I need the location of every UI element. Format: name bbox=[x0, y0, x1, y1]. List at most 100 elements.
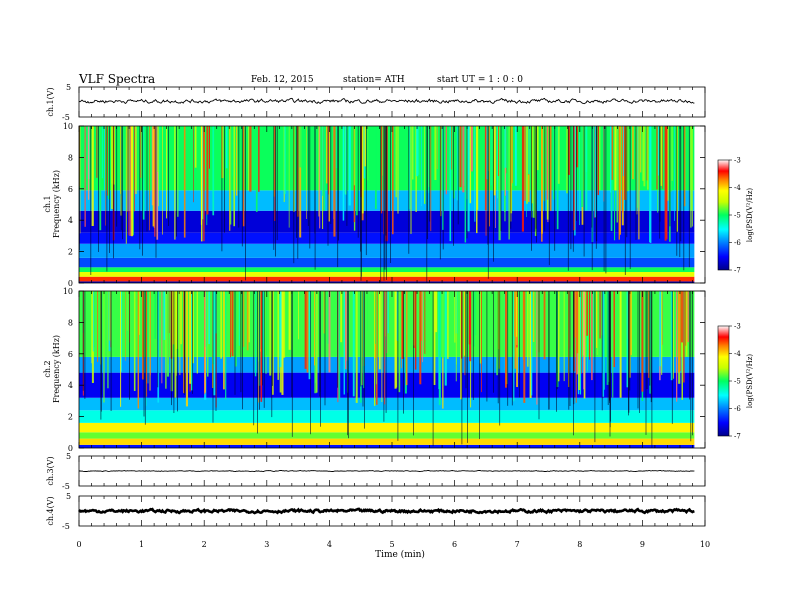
ch2-streak bbox=[345, 291, 347, 370]
cb2-ticks-tick-label: -4 bbox=[734, 350, 741, 358]
ch2-freq-tick-label: 8 bbox=[68, 318, 73, 327]
ch1-spectrogram bbox=[79, 126, 705, 283]
ch2-dark-streak bbox=[650, 291, 652, 403]
ch2-streak bbox=[641, 291, 644, 392]
ch2-dark-streak bbox=[234, 291, 236, 395]
ch1-streak bbox=[511, 126, 513, 184]
ch1-streak bbox=[128, 126, 129, 236]
ch2-streak bbox=[352, 291, 355, 397]
ch2-streak bbox=[563, 291, 565, 382]
ch2-streak bbox=[259, 291, 261, 352]
ch2-streak bbox=[185, 291, 188, 407]
ch2-streak bbox=[438, 291, 441, 406]
time-tick-label: 0 bbox=[76, 540, 81, 549]
ch2-frequency-ticks: 10 8 6 4 2 0 bbox=[63, 287, 705, 453]
ch2-dark-streak bbox=[609, 291, 611, 428]
ch1-streak bbox=[636, 126, 638, 215]
ch1-dark-streak bbox=[591, 126, 593, 228]
ch2-streak bbox=[281, 291, 284, 395]
ch1-streak bbox=[514, 126, 517, 186]
ch1-streak bbox=[543, 126, 546, 202]
ch2-streak bbox=[163, 291, 166, 340]
ch2-dark-streak bbox=[556, 291, 557, 412]
ch2-dark-streak bbox=[261, 291, 263, 386]
ch1-dark-streak bbox=[176, 126, 177, 237]
ch2-streak bbox=[421, 291, 422, 341]
ch2-dark-streak bbox=[310, 291, 311, 435]
ch1-streak bbox=[618, 126, 620, 240]
ch1-streak bbox=[323, 126, 326, 211]
ch2-streak bbox=[398, 291, 401, 393]
ch2-streak bbox=[166, 291, 170, 377]
ch2-streak bbox=[583, 291, 585, 390]
ch2-band-3 bbox=[79, 422, 695, 433]
ch2-dark-streak bbox=[493, 291, 494, 393]
ch1-streak bbox=[610, 126, 612, 193]
ch1-band-0 bbox=[79, 281, 695, 283]
ch1-streak bbox=[104, 126, 105, 192]
ch2-streak bbox=[328, 291, 331, 373]
ch2-dark-streak bbox=[259, 291, 260, 410]
ch1-wave-ylabel: ch.1(V) bbox=[46, 87, 55, 116]
ch1-streak bbox=[106, 126, 109, 196]
ch2-dark-streak bbox=[362, 291, 364, 407]
ch2-streak bbox=[196, 291, 198, 374]
ch2-streak bbox=[248, 291, 250, 343]
ch1-streak bbox=[274, 126, 276, 221]
ch1-streak bbox=[375, 126, 377, 210]
ch1-streak bbox=[690, 126, 692, 228]
ch1-dark-streak bbox=[457, 126, 459, 225]
ch2-dark-streak bbox=[129, 291, 130, 400]
ch1-dark-streak bbox=[221, 126, 223, 252]
ch2-streak bbox=[161, 291, 163, 384]
cb1-ticks-tick-label: -3 bbox=[734, 157, 741, 165]
ch1-streak bbox=[616, 126, 618, 223]
ch2-streak bbox=[157, 291, 160, 403]
ch1-streak bbox=[462, 126, 465, 193]
ch2-dark-streak bbox=[177, 291, 178, 412]
ch1-dark-streak bbox=[500, 126, 502, 231]
ch2-streak bbox=[258, 291, 259, 362]
ch1-streak bbox=[87, 126, 90, 200]
ch1-streak bbox=[363, 126, 366, 179]
ch1-dark-streak bbox=[531, 126, 532, 251]
ch2-streak bbox=[361, 291, 363, 386]
ch2-streak bbox=[596, 291, 599, 355]
ch2-no-data-region bbox=[694, 291, 705, 448]
ch1-spec-ylabel-channel: ch.1 bbox=[43, 195, 52, 212]
ch1-freq-tick-label: 8 bbox=[68, 153, 73, 162]
ch1-streak bbox=[306, 126, 307, 219]
ch2-band-7 bbox=[79, 356, 695, 373]
ch2-streak bbox=[473, 291, 475, 347]
ch2-dark-streak bbox=[651, 291, 653, 448]
ch1-streak bbox=[552, 126, 555, 200]
ch1-dark-streak bbox=[442, 126, 444, 250]
ch1-streak bbox=[174, 126, 176, 240]
ch2-streak bbox=[165, 291, 167, 389]
ch1-streak bbox=[327, 126, 329, 195]
ch1-streak bbox=[364, 126, 366, 167]
ch1-streak bbox=[183, 126, 186, 238]
ch1-dark-streak bbox=[567, 126, 569, 271]
ch2-band-5 bbox=[79, 397, 695, 411]
ch1-freq-tick-label: 4 bbox=[68, 216, 73, 225]
ch2-streak bbox=[323, 291, 325, 334]
ch2-streak bbox=[306, 291, 309, 373]
ch2-dark-streak bbox=[291, 291, 293, 437]
ch1-streak bbox=[469, 126, 472, 204]
ch2-colorbar-label: log(PSD(V²/Hz) bbox=[746, 354, 754, 409]
ch2-streak bbox=[444, 291, 447, 386]
ch2-streak bbox=[343, 291, 345, 395]
ch1-freq-tick-label: 0 bbox=[68, 279, 73, 288]
ch1-streak bbox=[470, 126, 473, 172]
ch2-dark-streak bbox=[467, 291, 468, 443]
time-axis-tick-labels: 0 1 2 3 4 5 6 7 8 9 10 bbox=[76, 540, 710, 549]
ch1-streak bbox=[200, 126, 203, 225]
ch2-streak bbox=[230, 291, 232, 353]
ch1-streak bbox=[149, 126, 151, 196]
ch1-streak bbox=[533, 126, 535, 218]
ch1-streak bbox=[193, 126, 194, 203]
ch2-streak bbox=[681, 291, 683, 400]
ch2-dark-streak bbox=[629, 291, 631, 391]
ch1-streak bbox=[318, 126, 320, 217]
